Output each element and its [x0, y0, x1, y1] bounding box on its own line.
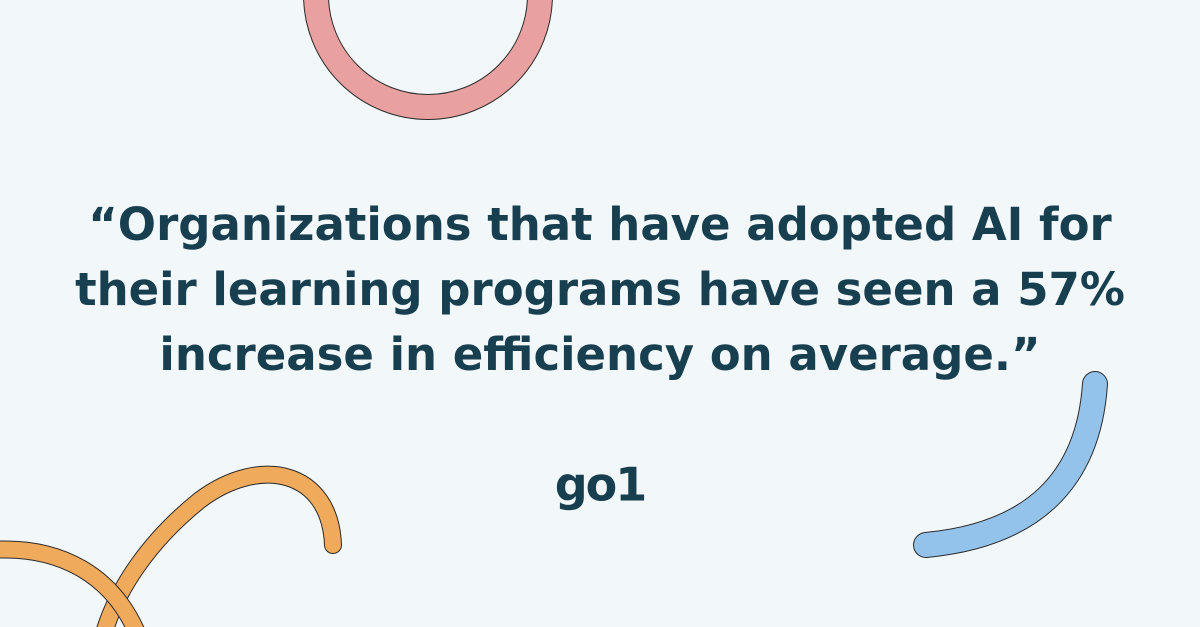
- orange-loops: [0, 465, 342, 627]
- quote-line: increase in efficiency on average.”: [159, 328, 1040, 381]
- blue-arc: [913, 371, 1108, 558]
- quote-line: their learning programs have seen a 57%: [75, 263, 1125, 316]
- logo: go1: [555, 458, 646, 512]
- quote-line: “Organizations that have adopted AI for: [88, 198, 1112, 251]
- pink-arc: [303, 0, 553, 120]
